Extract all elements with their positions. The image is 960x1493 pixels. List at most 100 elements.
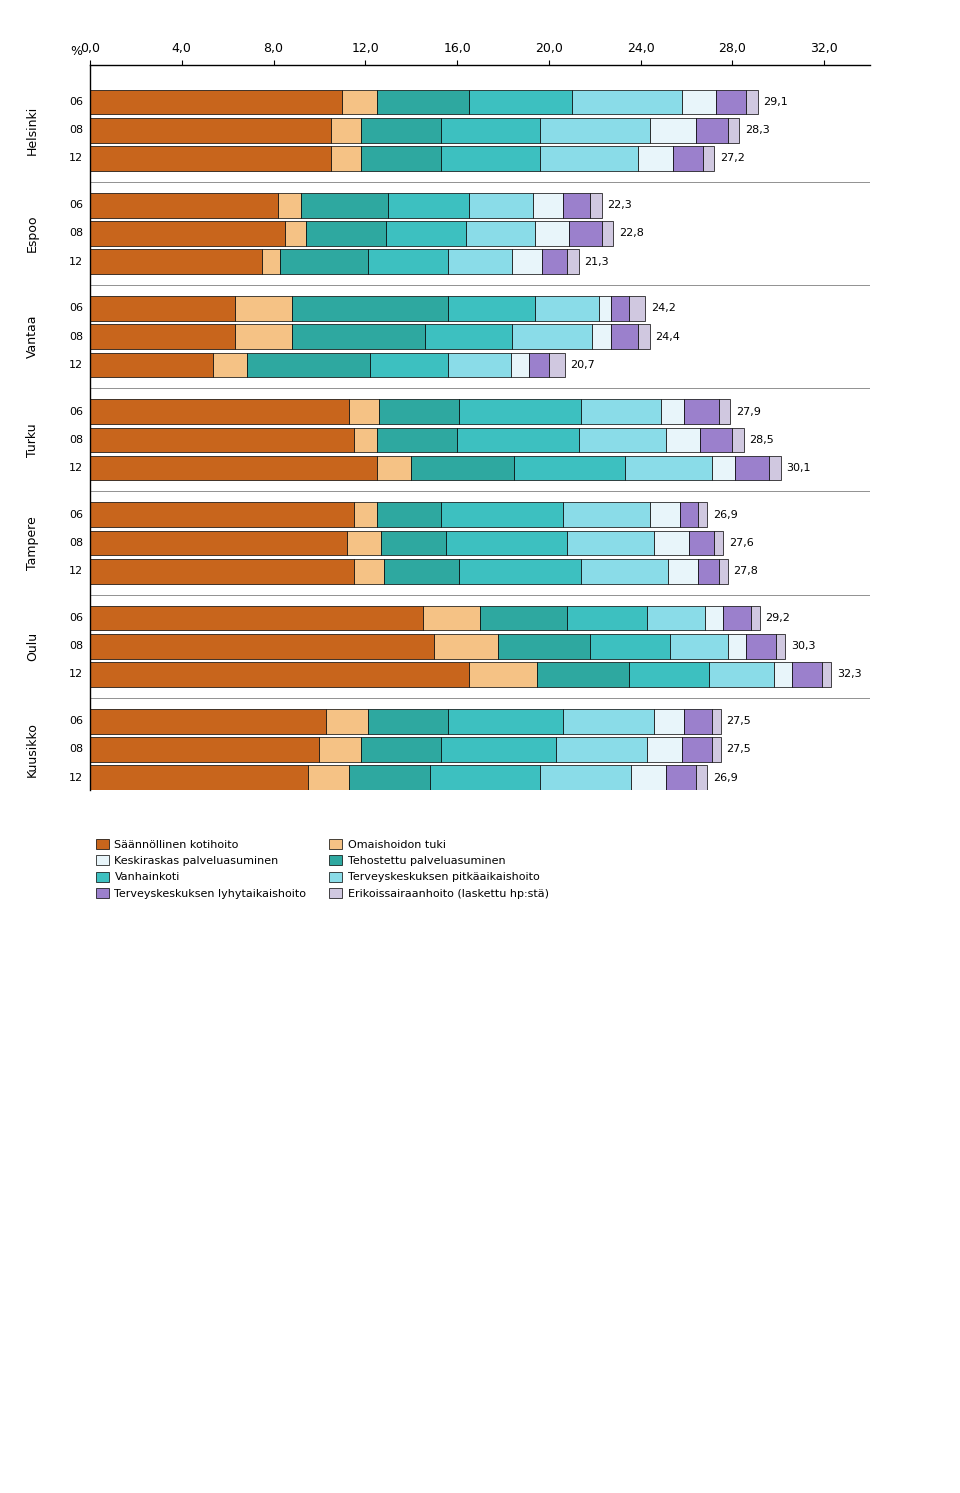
Bar [567, 249, 579, 275]
Text: 27,9: 27,9 [735, 406, 760, 417]
Text: 08: 08 [69, 537, 84, 548]
Bar [629, 296, 645, 321]
Text: 06: 06 [69, 509, 84, 520]
Text: 06: 06 [69, 303, 84, 314]
Bar [511, 352, 529, 378]
Bar [540, 766, 632, 790]
Bar [769, 455, 780, 481]
Bar [684, 709, 711, 733]
Bar [429, 766, 540, 790]
Bar [703, 146, 714, 170]
Bar [343, 90, 376, 115]
Bar [347, 530, 381, 555]
Bar [247, 352, 370, 378]
Bar [650, 503, 680, 527]
Bar [556, 738, 647, 761]
Bar [381, 530, 445, 555]
Bar [90, 90, 343, 115]
Bar [234, 296, 292, 321]
Bar [728, 635, 746, 658]
Text: 12: 12 [69, 154, 84, 164]
Bar [376, 455, 411, 481]
Bar [776, 635, 785, 658]
Bar [234, 324, 292, 349]
Text: 08: 08 [69, 331, 84, 342]
Bar [625, 455, 711, 481]
Text: 27,5: 27,5 [727, 717, 752, 726]
Bar [448, 249, 512, 275]
Bar [719, 399, 730, 424]
Bar [666, 766, 696, 790]
Text: 21,3: 21,3 [585, 257, 609, 267]
Bar [331, 146, 361, 170]
Bar [611, 324, 638, 349]
Bar [746, 90, 757, 115]
Bar [368, 709, 448, 733]
Bar [714, 530, 723, 555]
Bar [90, 146, 331, 170]
Bar [90, 766, 308, 790]
Bar [682, 738, 711, 761]
Bar [441, 146, 540, 170]
Text: 12: 12 [69, 360, 84, 370]
Bar [292, 296, 448, 321]
Bar [734, 455, 769, 481]
Bar [445, 530, 567, 555]
Bar [700, 427, 732, 452]
Bar [90, 558, 354, 584]
Bar [467, 221, 535, 246]
Bar [354, 427, 376, 452]
Bar [468, 90, 572, 115]
Bar [682, 90, 716, 115]
Bar [376, 427, 457, 452]
Bar [680, 503, 698, 527]
Bar [542, 249, 567, 275]
Bar [661, 399, 684, 424]
Bar [515, 455, 625, 481]
Text: 30,3: 30,3 [791, 640, 815, 651]
Text: 27,6: 27,6 [729, 537, 754, 548]
Bar [723, 606, 751, 630]
Bar [457, 427, 579, 452]
Bar [386, 221, 467, 246]
Bar [711, 709, 721, 733]
Text: 26,9: 26,9 [713, 773, 737, 782]
Bar [716, 90, 746, 115]
Bar [349, 399, 379, 424]
Bar [90, 324, 234, 349]
Bar [670, 635, 728, 658]
Bar [563, 193, 590, 218]
Bar [90, 661, 468, 687]
Bar [331, 118, 361, 143]
Bar [448, 352, 511, 378]
Bar [688, 530, 714, 555]
Bar [567, 530, 655, 555]
Text: 22,8: 22,8 [619, 228, 643, 239]
Bar [698, 503, 708, 527]
Bar [459, 558, 581, 584]
Bar [529, 352, 549, 378]
Bar [792, 661, 822, 687]
Bar [599, 296, 611, 321]
Bar [379, 399, 459, 424]
Bar [90, 193, 278, 218]
Bar [563, 503, 650, 527]
Bar [569, 221, 602, 246]
Text: 24,4: 24,4 [656, 331, 681, 342]
Bar [638, 324, 650, 349]
Bar [746, 635, 776, 658]
Text: 28,3: 28,3 [745, 125, 770, 136]
Bar [434, 635, 498, 658]
Bar [361, 146, 441, 170]
Text: 26,9: 26,9 [713, 509, 737, 520]
Bar [280, 249, 368, 275]
Bar [673, 146, 703, 170]
Bar [696, 766, 708, 790]
Bar [278, 193, 301, 218]
Bar [590, 193, 602, 218]
Bar [411, 455, 515, 481]
Bar [590, 635, 670, 658]
Bar [535, 296, 599, 321]
Bar [441, 118, 540, 143]
Bar [540, 146, 638, 170]
